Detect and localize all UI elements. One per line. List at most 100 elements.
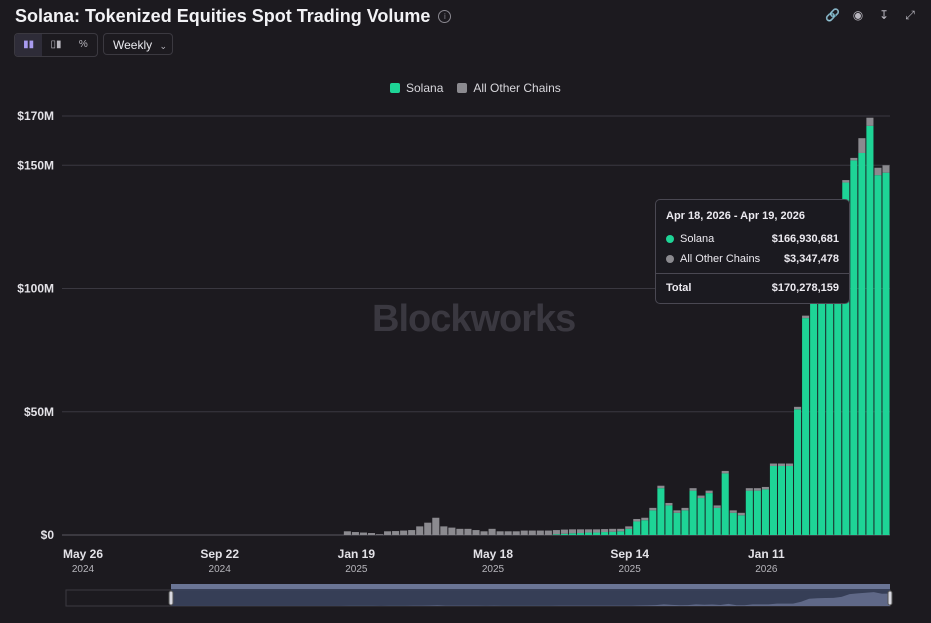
tooltip-divider xyxy=(656,273,849,274)
bar-solana xyxy=(826,295,834,535)
bar-solana xyxy=(737,515,745,535)
info-icon[interactable]: i xyxy=(438,10,452,23)
bar-solana xyxy=(593,532,601,535)
bar-solana xyxy=(617,531,625,535)
bar-other-chains xyxy=(512,531,520,535)
bar-solana xyxy=(721,473,729,535)
bar-other-chains xyxy=(745,488,753,491)
camera-icon[interactable]: ◉ xyxy=(852,8,864,22)
bar-other-chains xyxy=(464,528,472,535)
navigator-handle[interactable] xyxy=(887,590,893,606)
bar-other-chains xyxy=(544,530,552,535)
bar-solana xyxy=(850,160,858,536)
bar-other-chains xyxy=(367,533,376,535)
bar-solana xyxy=(641,520,649,535)
link-icon[interactable]: 🔗 xyxy=(825,8,840,22)
bar-other-chains xyxy=(737,512,745,516)
bar-other-chains xyxy=(617,528,625,532)
navigator-scrollbar xyxy=(171,584,890,589)
download-icon[interactable]: ↧ xyxy=(878,8,890,22)
chart-actions: 🔗 ◉ ↧ ⤢ xyxy=(825,8,917,22)
bar-solana xyxy=(745,490,753,535)
bar-solana xyxy=(552,534,560,535)
bar-other-chains xyxy=(408,530,416,535)
bar-chart-icon[interactable]: ▮▮ xyxy=(15,34,43,56)
bar-other-chains xyxy=(721,470,729,474)
bar-solana xyxy=(753,490,761,535)
x-tick-label: Sep 22 xyxy=(200,547,239,561)
y-tick-label: $150M xyxy=(17,158,54,172)
bar-other-chains xyxy=(488,528,496,535)
bar-other-chains xyxy=(472,530,480,535)
bar-other-chains xyxy=(343,531,351,535)
bar-other-chains xyxy=(593,529,601,533)
bar-solana xyxy=(601,532,609,535)
bar-other-chains xyxy=(633,518,641,522)
bar-other-chains xyxy=(504,531,512,535)
bar-other-chains xyxy=(568,529,577,534)
chart-mode-toggle: ▮▮ ▯▮ % xyxy=(14,33,98,57)
bar-other-chains xyxy=(761,486,769,490)
interval-dropdown[interactable]: Weekly ⌄ xyxy=(103,33,173,55)
bar-other-chains xyxy=(432,517,440,535)
bar-other-chains xyxy=(802,315,810,319)
tooltip-value: $166,930,681 xyxy=(771,233,839,245)
bar-other-chains xyxy=(874,167,882,176)
bar-solana xyxy=(729,512,737,535)
navigator-series xyxy=(66,592,890,606)
bar-other-chains xyxy=(552,530,560,535)
percent-icon[interactable]: % xyxy=(78,39,88,50)
legend-item-other[interactable]: All Other Chains xyxy=(457,81,561,95)
bar-solana xyxy=(705,493,713,535)
bar-other-chains xyxy=(850,157,858,161)
y-tick-label: $0 xyxy=(41,528,55,542)
bar-other-chains xyxy=(536,530,544,535)
bar-solana xyxy=(818,298,826,535)
x-tick-label: Sep 14 xyxy=(610,547,649,561)
y-tick-label: $170M xyxy=(17,109,54,123)
bar-solana xyxy=(769,465,777,535)
bar-solana xyxy=(625,528,633,535)
bar-other-chains xyxy=(657,485,665,489)
y-tick-label: $50M xyxy=(24,405,54,419)
navigator-selection xyxy=(171,584,890,606)
bar-other-chains xyxy=(697,495,705,499)
x-tick-year: 2024 xyxy=(209,564,232,575)
x-tick-label: Jan 11 xyxy=(748,547,785,561)
tooltip-label: All Other Chains xyxy=(680,253,761,265)
bar-solana xyxy=(697,498,705,535)
tooltip-total-label: Total xyxy=(666,282,692,294)
chart-title-text: Solana: Tokenized Equities Spot Trading … xyxy=(15,6,431,26)
bar-other-chains xyxy=(665,502,673,506)
bar-other-chains xyxy=(705,490,713,494)
bar-other-chains xyxy=(560,529,568,534)
fullscreen-icon[interactable]: ⤢ xyxy=(905,8,915,22)
bar-solana xyxy=(785,465,794,535)
x-tick-label: May 18 xyxy=(473,547,513,561)
x-tick-year: 2025 xyxy=(619,564,642,575)
watermark: Blockworks xyxy=(372,298,576,340)
bar-other-chains xyxy=(601,529,609,533)
bar-solana xyxy=(576,533,585,535)
tooltip-total-value: $170,278,159 xyxy=(771,282,839,294)
tooltip-dot xyxy=(666,235,674,243)
bar-other-chains xyxy=(359,532,367,535)
bar-solana xyxy=(834,263,842,535)
tooltip-title: Apr 18, 2026 - Apr 19, 2026 xyxy=(666,210,806,222)
bar-other-chains xyxy=(689,488,697,491)
bar-other-chains xyxy=(384,531,392,535)
tooltip-row-solana: Solana $166,930,681 xyxy=(666,233,839,245)
bar-solana xyxy=(858,152,866,535)
navigator-track xyxy=(65,589,891,607)
bar-other-chains xyxy=(681,507,689,511)
bar-solana xyxy=(649,510,657,535)
bar-solana xyxy=(681,510,689,535)
bar-solana xyxy=(657,488,665,535)
bar-solana xyxy=(585,532,593,535)
stacked-bar-icon[interactable]: ▯▮ xyxy=(50,39,62,50)
bar-other-chains xyxy=(866,117,874,126)
bar-solana xyxy=(874,175,882,535)
bar-other-chains xyxy=(448,527,456,535)
legend-item-solana[interactable]: Solana xyxy=(390,81,443,95)
navigator-handle[interactable] xyxy=(168,590,174,606)
